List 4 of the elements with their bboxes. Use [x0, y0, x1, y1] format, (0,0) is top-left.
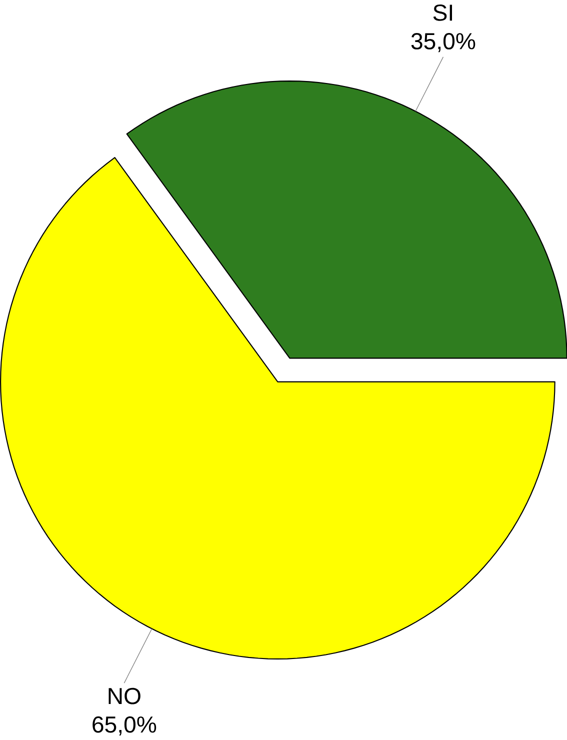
- data-label: 35,0%: [411, 33, 475, 52]
- data-label: 65,0%: [92, 716, 156, 736]
- slice-label: SI: [433, 4, 452, 21]
- slice-label: NO: [108, 688, 140, 704]
